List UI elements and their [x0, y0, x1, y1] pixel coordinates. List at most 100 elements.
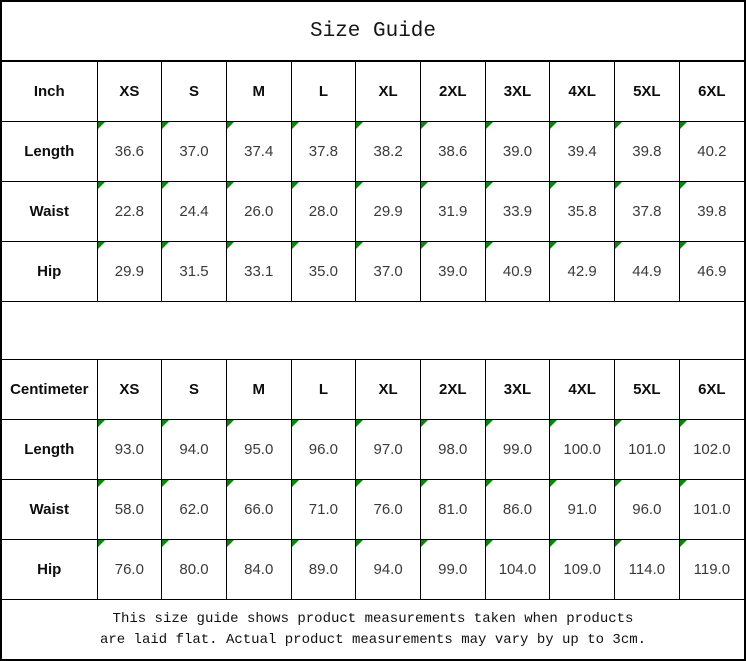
- value-cell: 102.0: [678, 419, 744, 480]
- measurement-value: 62.0: [179, 501, 209, 518]
- empty-spacer-row: [2, 302, 744, 359]
- size-header-cell: 4XL: [549, 359, 615, 420]
- size-header-cell: 2XL: [419, 61, 486, 122]
- measurement-value: 28.0: [308, 203, 338, 220]
- cell-corner-marker-icon: [291, 420, 299, 427]
- footer-note-line-1: This size guide shows product measuremen…: [112, 611, 634, 628]
- cell-corner-marker-icon: [679, 540, 687, 547]
- cell-corner-marker-icon: [162, 540, 170, 547]
- value-cell: 42.9: [549, 241, 615, 302]
- cell-corner-marker-icon: [226, 242, 234, 249]
- size-header-row: Centimeter XS S M L XL 2XL 3XL 4XL 5XL 6XL: [2, 359, 744, 420]
- measurement-value: 84.0: [244, 561, 274, 578]
- measurement-row: Length 93.0 94.0 95.0 96.0 97.0 98.0 99.0 100.0 1…: [2, 419, 744, 480]
- unit-header-cell: Centimeter: [2, 359, 98, 420]
- cell-corner-marker-icon: [162, 420, 170, 427]
- value-cell: 39.0: [484, 121, 551, 182]
- row-label-cell: Waist: [2, 181, 98, 242]
- cell-corner-marker-icon: [550, 480, 558, 487]
- cell-corner-marker-icon: [356, 242, 364, 249]
- measurement-value: 36.6: [114, 143, 144, 160]
- value-cell: 101.0: [614, 419, 680, 480]
- value-cell: 40.2: [678, 121, 744, 182]
- measurement-value: 33.9: [502, 203, 533, 220]
- value-cell: 104.0: [484, 539, 551, 600]
- value-cell: 114.0: [614, 539, 680, 600]
- value-cell: 37.8: [290, 121, 357, 182]
- cell-corner-marker-icon: [162, 122, 170, 129]
- value-cell: 58.0: [96, 479, 163, 540]
- cell-corner-marker-icon: [162, 182, 170, 189]
- cell-corner-marker-icon: [485, 122, 493, 129]
- measurement-value: 33.1: [244, 263, 274, 280]
- measurement-value: 114.0: [628, 561, 666, 578]
- cell-corner-marker-icon: [615, 540, 622, 547]
- measurement-value: 94.0: [179, 441, 209, 458]
- measurement-row: Length 36.6 37.0 37.4 37.8 38.2 38.6 39.0 39.4 39…: [2, 121, 744, 182]
- size-header-cell: XL: [355, 61, 421, 122]
- measurement-value: 39.0: [502, 143, 533, 160]
- measurement-value: 35.0: [308, 263, 338, 280]
- measurement-value: 37.4: [244, 143, 274, 160]
- measurement-value: 40.9: [502, 263, 533, 280]
- measurement-value: 86.0: [502, 501, 533, 518]
- value-cell: 86.0: [484, 479, 551, 540]
- measurement-value: 40.2: [697, 143, 727, 160]
- measurement-value: 22.8: [114, 203, 144, 220]
- cell-corner-marker-icon: [226, 420, 234, 427]
- size-header-cell: XS: [96, 61, 163, 122]
- cell-corner-marker-icon: [615, 420, 622, 427]
- size-header-cell: M: [225, 359, 292, 420]
- cell-corner-marker-icon: [420, 182, 428, 189]
- size-header-cell: XS: [96, 359, 163, 420]
- value-cell: 98.0: [419, 419, 486, 480]
- cell-corner-marker-icon: [356, 182, 364, 189]
- cell-corner-marker-icon: [679, 420, 687, 427]
- measurement-value: 81.0: [438, 501, 468, 518]
- cell-corner-marker-icon: [615, 182, 622, 189]
- value-cell: 80.0: [161, 539, 227, 600]
- cell-corner-marker-icon: [420, 480, 428, 487]
- value-cell: 91.0: [549, 479, 615, 540]
- value-cell: 37.0: [355, 241, 421, 302]
- measurement-value: 101.0: [693, 501, 731, 518]
- page-title: Size Guide: [2, 2, 744, 61]
- value-cell: 94.0: [355, 539, 421, 600]
- measurement-value: 98.0: [438, 441, 468, 458]
- cell-corner-marker-icon: [485, 182, 493, 189]
- value-cell: 38.6: [419, 121, 486, 182]
- size-header-row: Inch XS S M L XL 2XL 3XL 4XL 5XL 6XL: [2, 61, 744, 122]
- value-cell: 100.0: [549, 419, 615, 480]
- cell-corner-marker-icon: [679, 242, 687, 249]
- cell-corner-marker-icon: [420, 122, 428, 129]
- value-cell: 44.9: [614, 241, 680, 302]
- measurement-value: 39.4: [567, 143, 597, 160]
- measurement-value: 76.0: [373, 501, 403, 518]
- measurement-value: 38.6: [438, 143, 468, 160]
- measurement-value: 80.0: [179, 561, 209, 578]
- cell-corner-marker-icon: [420, 540, 428, 547]
- size-header-cell: 6XL: [678, 61, 744, 122]
- measurement-value: 119.0: [693, 561, 731, 578]
- cell-corner-marker-icon: [97, 182, 105, 189]
- cell-corner-marker-icon: [226, 122, 234, 129]
- value-cell: 99.0: [419, 539, 486, 600]
- value-cell: 84.0: [225, 539, 292, 600]
- cell-corner-marker-icon: [485, 480, 493, 487]
- cell-corner-marker-icon: [226, 182, 234, 189]
- value-cell: 96.0: [614, 479, 680, 540]
- size-header-cell: 3XL: [484, 359, 551, 420]
- cell-corner-marker-icon: [550, 420, 558, 427]
- value-cell: 39.0: [419, 241, 486, 302]
- cell-corner-marker-icon: [550, 182, 558, 189]
- value-cell: 37.4: [225, 121, 292, 182]
- measurement-value: 58.0: [114, 501, 144, 518]
- measurement-row: Waist 22.8 24.4 26.0 28.0 29.9 31.9 33.9 35.8 37.…: [2, 181, 744, 242]
- cell-corner-marker-icon: [485, 420, 493, 427]
- measurement-value: 89.0: [308, 561, 338, 578]
- cell-corner-marker-icon: [615, 480, 622, 487]
- measurement-value: 44.9: [632, 263, 662, 280]
- cell-corner-marker-icon: [356, 540, 364, 547]
- measurement-value: 99.0: [438, 561, 468, 578]
- measurement-value: 94.0: [373, 561, 403, 578]
